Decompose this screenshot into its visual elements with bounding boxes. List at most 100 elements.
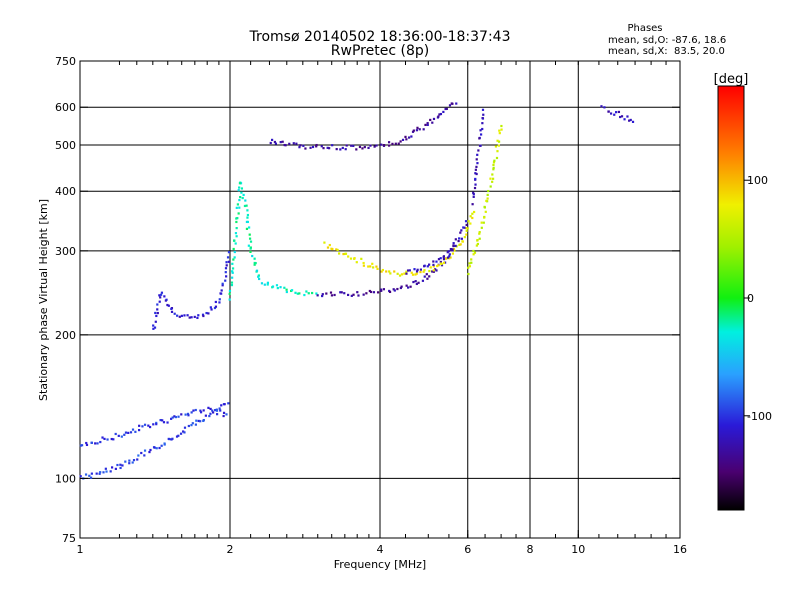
data-point (424, 123, 427, 127)
x-tick-label: 4 (377, 543, 384, 556)
data-point (398, 274, 402, 277)
data-point (496, 139, 499, 142)
data-point (326, 146, 329, 149)
data-point (489, 177, 492, 180)
data-point (389, 272, 392, 275)
data-point (350, 294, 353, 297)
data-point (481, 108, 485, 111)
data-point (239, 196, 242, 199)
data-point (234, 232, 238, 235)
chart-title: Tromsø 20140502 18:36:00-18:37:43 (249, 29, 511, 45)
data-point (444, 107, 447, 111)
data-point (199, 409, 202, 412)
data-point (474, 172, 477, 175)
data-point (492, 168, 495, 171)
data-point (380, 143, 383, 146)
data-point (90, 441, 93, 444)
data-point (307, 292, 310, 295)
data-point (412, 129, 415, 132)
data-point (260, 282, 264, 285)
data-point (219, 409, 222, 412)
data-point (228, 298, 231, 301)
data-point (209, 306, 212, 309)
data-point (215, 413, 219, 416)
data-point (244, 199, 247, 202)
data-point (321, 293, 324, 296)
data-point (471, 216, 474, 220)
data-point (182, 430, 185, 433)
data-point (110, 437, 113, 441)
data-point (419, 270, 422, 274)
data-point (237, 189, 240, 192)
data-point (500, 124, 503, 128)
data-point (403, 272, 406, 275)
data-point (249, 250, 252, 253)
data-point (457, 239, 460, 243)
data-point (496, 150, 499, 153)
data-point (79, 475, 82, 478)
data-point (120, 435, 123, 438)
data-point (89, 476, 93, 479)
y-tick-label: 200 (55, 329, 76, 342)
data-point (452, 248, 456, 251)
data-point (481, 122, 484, 125)
data-point (88, 474, 91, 477)
data-point (407, 136, 411, 139)
data-point (235, 217, 238, 220)
data-point (442, 110, 445, 114)
data-point (440, 264, 444, 267)
data-point (414, 273, 417, 276)
data-point (163, 295, 166, 298)
data-point (405, 272, 408, 275)
data-point (454, 238, 457, 241)
data-point (445, 107, 448, 110)
data-point (80, 444, 84, 447)
data-point (362, 293, 365, 296)
data-point (437, 115, 440, 118)
data-point (472, 210, 476, 214)
data-point (405, 284, 408, 287)
data-point (304, 147, 307, 150)
data-point (328, 243, 331, 247)
data-point (458, 237, 461, 240)
chart-subtitle: RwPretec (8p) (331, 43, 429, 59)
data-point (190, 411, 193, 414)
data-point (448, 253, 451, 256)
data-point (288, 142, 291, 145)
data-point (469, 215, 472, 218)
data-point (247, 244, 250, 247)
data-point (180, 413, 183, 416)
data-point (432, 265, 435, 268)
data-point (628, 119, 631, 122)
data-point (397, 142, 400, 145)
data-point (471, 203, 474, 206)
x-axis-label: Frequency [MHz] (334, 558, 426, 571)
data-point (218, 298, 221, 301)
data-point (466, 227, 469, 230)
data-point (482, 113, 485, 116)
data-point (192, 409, 195, 412)
data-point (218, 301, 221, 304)
data-point (158, 300, 161, 303)
data-point (375, 144, 378, 147)
data-point (153, 446, 156, 449)
data-point (201, 313, 205, 316)
data-point (467, 266, 470, 269)
data-point (444, 257, 448, 260)
data-point (187, 424, 190, 428)
data-point (273, 140, 277, 144)
data-point (166, 303, 169, 307)
data-point (251, 254, 254, 258)
x-tick-label: 8 (527, 543, 534, 556)
data-point (321, 294, 324, 298)
data-point (421, 279, 425, 282)
stats-line-x: mean, sd,X: 83.5, 20.0 (608, 46, 725, 57)
data-point (428, 275, 431, 278)
data-point (463, 236, 466, 239)
data-point (303, 293, 306, 297)
x-tick-label: 6 (464, 543, 471, 556)
data-point (388, 270, 391, 273)
data-point (124, 431, 128, 434)
data-point (207, 406, 210, 409)
data-point (160, 444, 163, 447)
